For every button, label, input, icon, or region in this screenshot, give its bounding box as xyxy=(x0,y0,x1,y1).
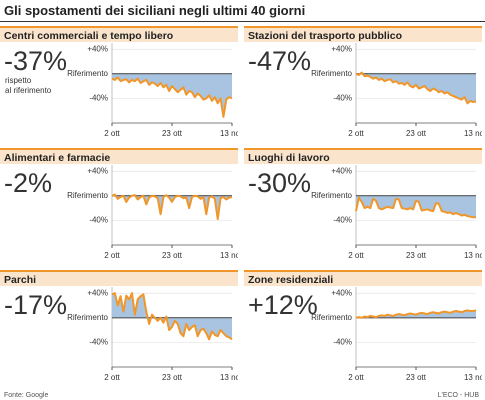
area xyxy=(112,73,232,117)
panel-title: Zone residenziali xyxy=(244,270,482,286)
y-tick-label: Riferimento xyxy=(311,69,352,78)
panel: Zone residenziali +12% +40% Riferimento -40%… xyxy=(244,270,482,388)
chart: +40% Riferimento -40% 2 ott 23 ott 13 nov xyxy=(67,287,238,382)
panel: Centri commerciali e tempo libero -37% ris… xyxy=(0,26,238,144)
y-tick-label: -40% xyxy=(89,215,108,224)
panel: Parchi -17% +40% Riferimento -40% 2 ott 23 ott… xyxy=(0,270,238,388)
x-tick-label: 23 ott xyxy=(162,251,183,260)
y-tick-label: -40% xyxy=(89,93,108,102)
x-tick-label: 13 nov xyxy=(220,373,238,382)
subtitle-line: al riferimento xyxy=(5,86,52,95)
line xyxy=(111,292,233,341)
x-tick-label: 13 nov xyxy=(464,373,482,382)
area xyxy=(112,293,232,340)
subtitle: rispetto al riferimento xyxy=(5,76,51,96)
x-tick-label: 13 nov xyxy=(464,129,482,138)
chart: +40% Riferimento -40% 2 ott 23 ott 13 nov xyxy=(67,43,238,138)
x-tick-label: 13 nov xyxy=(220,251,238,260)
source: Fonte: Google xyxy=(4,392,49,399)
headline: -37% xyxy=(4,46,68,76)
line xyxy=(111,76,233,118)
chart: +40% Riferimento -40% 2 ott 23 ott 13 nov xyxy=(311,43,482,138)
x-tick-label: 23 ott xyxy=(406,129,427,138)
y-tick-label: Riferimento xyxy=(67,313,108,322)
x-tick-label: 2 ott xyxy=(348,129,364,138)
x-tick-label: 23 ott xyxy=(406,373,427,382)
chart: +40% Riferimento -40% 2 ott 23 ott 13 nov xyxy=(311,165,482,260)
line xyxy=(111,193,233,221)
x-tick-label: 2 ott xyxy=(104,373,120,382)
panel: Luoghi di lavoro -30% +40% Riferimento -40% 2… xyxy=(244,148,482,266)
y-tick-label: +40% xyxy=(87,288,108,297)
panel: Alimentari e farmacie -2% +40% Riferimento -… xyxy=(0,148,238,266)
y-tick-label: +40% xyxy=(87,166,108,175)
chart: +40% Riferimento -40% 2 ott 23 ott 13 nov xyxy=(311,287,482,382)
headline: -17% xyxy=(4,290,68,320)
credit: L'ECO - HUB xyxy=(437,392,479,399)
y-tick-label: +40% xyxy=(331,44,352,53)
y-tick-label: +40% xyxy=(331,166,352,175)
page-title: Gli spostamenti dei siciliani negli ulti… xyxy=(4,3,306,18)
x-tick-label: 2 ott xyxy=(104,129,120,138)
x-tick-label: 2 ott xyxy=(348,251,364,260)
y-tick-label: -40% xyxy=(333,93,352,102)
y-tick-label: -40% xyxy=(333,337,352,346)
y-tick-label: Riferimento xyxy=(67,191,108,200)
headline: -2% xyxy=(4,168,53,198)
headline: -47% xyxy=(248,46,312,76)
y-tick-label: -40% xyxy=(89,337,108,346)
subtitle-line: rispetto xyxy=(5,76,32,85)
panel-title: Centri commerciali e tempo libero xyxy=(0,26,238,42)
panel-title: Stazioni del trasporto pubblico xyxy=(244,26,482,42)
panel-title: Parchi xyxy=(0,270,238,286)
y-tick-label: +40% xyxy=(87,44,108,53)
x-tick-label: 13 nov xyxy=(220,129,238,138)
line xyxy=(355,196,476,219)
x-tick-label: 23 ott xyxy=(162,129,183,138)
y-tick-label: -40% xyxy=(333,215,352,224)
y-tick-label: Riferimento xyxy=(67,69,108,78)
y-tick-label: Riferimento xyxy=(311,313,352,322)
title-rule xyxy=(0,21,485,22)
x-tick-label: 2 ott xyxy=(348,373,364,382)
x-tick-label: 23 ott xyxy=(162,373,183,382)
panel-title: Alimentari e farmacie xyxy=(0,148,238,164)
y-tick-label: Riferimento xyxy=(311,191,352,200)
headline: -30% xyxy=(248,168,312,198)
line xyxy=(355,71,477,105)
y-tick-label: +40% xyxy=(331,288,352,297)
x-tick-label: 13 nov xyxy=(464,251,482,260)
panel: Stazioni del trasporto pubblico -47% +40% R… xyxy=(244,26,482,144)
x-tick-label: 2 ott xyxy=(104,251,120,260)
chart: +40% Riferimento -40% 2 ott 23 ott 13 nov xyxy=(67,165,238,260)
line xyxy=(355,309,477,319)
headline: +12% xyxy=(248,290,318,320)
panel-title: Luoghi di lavoro xyxy=(244,148,482,164)
x-tick-label: 23 ott xyxy=(406,251,427,260)
